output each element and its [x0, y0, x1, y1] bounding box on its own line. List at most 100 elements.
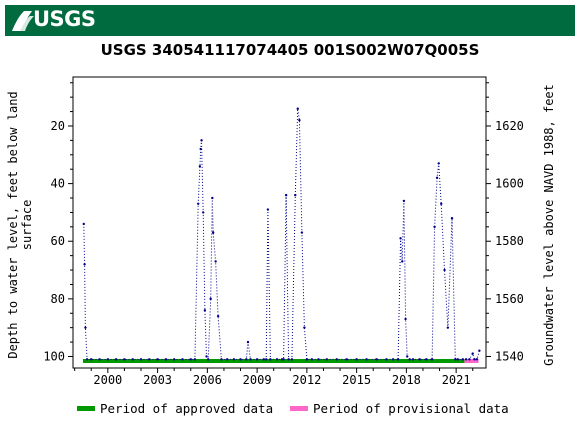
data-point — [114, 358, 118, 361]
y-left-tick-label: 40 — [51, 177, 65, 191]
data-point — [450, 216, 454, 220]
data-point — [396, 358, 400, 361]
data-point — [284, 193, 288, 197]
data-point — [139, 358, 143, 361]
data-point — [345, 358, 348, 361]
data-point — [399, 237, 402, 240]
data-point — [181, 358, 184, 361]
data-point — [430, 358, 434, 361]
data-point — [84, 326, 87, 329]
data-point — [391, 358, 395, 361]
data-point — [226, 358, 229, 361]
data-point — [214, 260, 217, 263]
data-point — [249, 358, 252, 361]
data-point — [473, 358, 476, 361]
data-point — [433, 225, 436, 229]
x-tick-label: 2003 — [143, 373, 172, 387]
legend-provisional-label: Period of provisional data — [313, 401, 509, 416]
y-right-tick-label: 1580 — [495, 234, 524, 248]
data-point — [211, 231, 215, 234]
data-point — [401, 260, 404, 263]
y-right-tick-label: 1540 — [495, 349, 524, 363]
y-axis-right-title: Groundwater level above NAVD 1988, feet — [542, 84, 556, 366]
x-tick-label: 2006 — [193, 373, 222, 387]
data-point — [131, 358, 134, 361]
data-point — [83, 263, 86, 266]
data-point — [246, 340, 250, 344]
usgs-logo-icon — [12, 11, 34, 31]
plot-frame — [72, 76, 487, 369]
data-point — [411, 358, 415, 361]
data-point — [106, 358, 110, 361]
data-point — [404, 317, 407, 321]
data-point — [461, 358, 464, 361]
data-point — [266, 208, 270, 211]
data-point — [355, 358, 358, 361]
data-point — [317, 358, 320, 361]
data-point — [220, 358, 223, 361]
data-point — [209, 297, 212, 301]
legend-provisional-swatch — [290, 406, 308, 411]
data-point — [198, 165, 202, 168]
y-axis-left-title-line2: surface — [20, 200, 34, 251]
x-tick-label: 2009 — [243, 373, 272, 387]
data-point — [239, 358, 242, 361]
data-point — [262, 358, 265, 361]
data-point — [298, 119, 301, 122]
data-point — [437, 162, 440, 165]
legend: Period of approved data Period of provis… — [77, 401, 509, 416]
period-bar — [82, 359, 465, 363]
data-point — [440, 202, 443, 205]
data-point — [148, 358, 151, 361]
data-point — [280, 358, 284, 361]
y-right-tick-label: 1620 — [495, 119, 524, 133]
x-tick-label: 2018 — [392, 373, 421, 387]
data-point — [90, 358, 93, 361]
data-point — [245, 358, 248, 361]
data-point — [206, 358, 210, 361]
y-right-tick-label: 1560 — [495, 292, 524, 306]
data-point — [200, 139, 203, 142]
data-point — [290, 358, 294, 361]
data-point — [375, 358, 378, 361]
data-point — [425, 358, 428, 361]
data-point — [203, 309, 207, 312]
data-point — [294, 193, 297, 197]
x-axis: 2000 2003 2006 2009 2012 2015 2018 2021 — [74, 368, 474, 387]
data-point — [443, 268, 446, 272]
data-point — [265, 358, 268, 361]
usgs-banner: USGS — [5, 5, 575, 36]
data-point — [197, 202, 200, 205]
data-point — [216, 314, 220, 318]
y-axis-right: 1620 1600 1580 1560 1540 — [486, 82, 524, 363]
y-left-tick-label: 100 — [43, 349, 65, 363]
x-tick-label: 2021 — [442, 373, 471, 387]
data-point — [275, 358, 279, 361]
data-point — [199, 147, 202, 151]
period-bar — [464, 359, 479, 363]
data-point — [202, 211, 205, 214]
y-left-tick-label: 80 — [51, 292, 65, 306]
data-point — [435, 176, 439, 180]
data-point — [402, 199, 406, 203]
x-tick-label: 2000 — [93, 373, 122, 387]
data-point — [310, 358, 314, 361]
data-point — [385, 358, 388, 361]
data-point — [446, 326, 450, 329]
data-point — [456, 358, 460, 361]
x-tick-label: 2015 — [342, 373, 371, 387]
data-point — [454, 358, 457, 361]
usgs-logo-text: USGS — [33, 7, 96, 31]
data-point — [232, 358, 236, 361]
y-left-tick-label: 60 — [51, 234, 65, 248]
data-point — [300, 231, 304, 234]
y-right-tick-label: 1600 — [495, 177, 524, 191]
data-point — [287, 358, 290, 361]
data-point — [335, 358, 338, 361]
data-point — [365, 358, 368, 361]
data-point — [303, 326, 306, 329]
legend-approved-label: Period of approved data — [100, 401, 273, 416]
data-point — [305, 358, 309, 361]
series-water-level — [82, 107, 481, 362]
